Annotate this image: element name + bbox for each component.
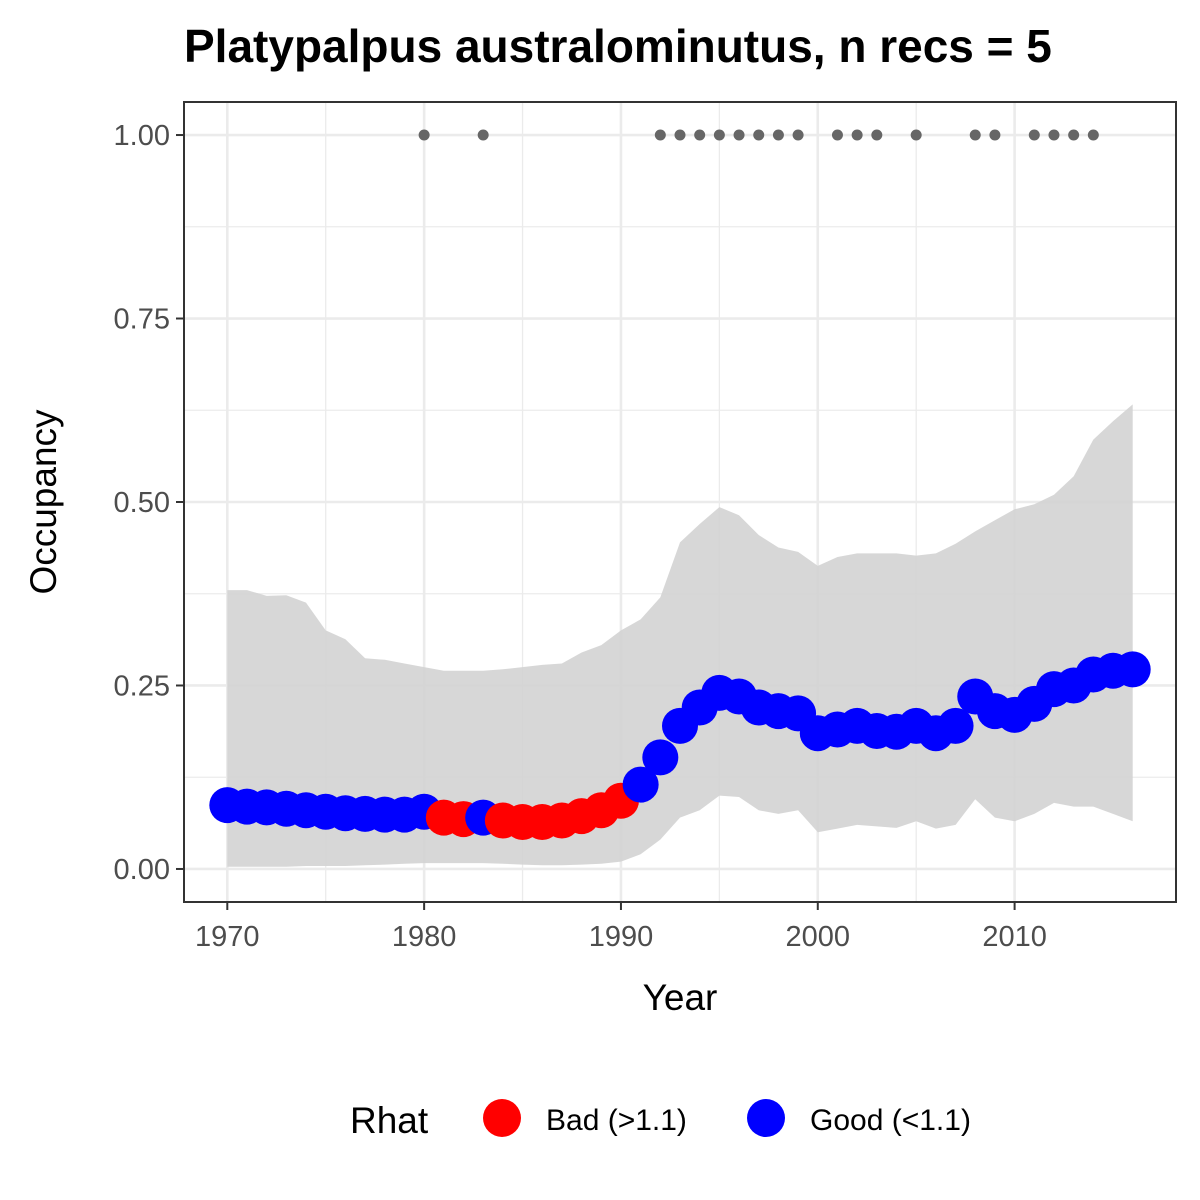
x-tick-label: 2010	[982, 921, 1047, 953]
legend-key-good	[747, 1099, 785, 1137]
record-point	[831, 129, 843, 141]
record-point	[792, 129, 804, 141]
legend: Rhat Bad (>1.1) Good (<1.1)	[350, 1099, 971, 1141]
record-point	[674, 129, 686, 141]
record-point	[772, 129, 784, 141]
record-point	[1048, 129, 1060, 141]
record-point	[654, 129, 666, 141]
record-point	[753, 129, 765, 141]
record-point	[871, 129, 883, 141]
occupancy-point	[642, 739, 679, 776]
record-point	[694, 129, 706, 141]
record-points	[418, 129, 1099, 141]
occupancy-points	[209, 651, 1151, 840]
legend-label-bad: Bad (>1.1)	[546, 1104, 687, 1137]
y-axis-title: Occupancy	[23, 409, 64, 595]
occupancy-point	[937, 707, 974, 744]
record-point	[733, 129, 745, 141]
y-tick-label: 0.00	[114, 854, 170, 886]
occupancy-point	[622, 766, 659, 803]
legend-key-bad	[483, 1099, 521, 1137]
record-point	[1068, 129, 1080, 141]
x-tick-label: 1970	[195, 921, 260, 953]
y-tick-label: 0.50	[114, 487, 170, 519]
y-tick-label: 1.00	[114, 120, 170, 152]
record-point	[1087, 129, 1099, 141]
record-point	[1028, 129, 1040, 141]
legend-title: Rhat	[350, 1100, 429, 1141]
legend-label-good: Good (<1.1)	[810, 1104, 971, 1137]
ribbon-area	[227, 404, 1133, 867]
record-point	[969, 129, 981, 141]
x-tick-label: 1980	[392, 921, 457, 953]
x-axis-title: Year	[643, 977, 718, 1018]
chart-title: Platypalpus australominutus, n recs = 5	[184, 20, 1052, 72]
record-point	[851, 129, 863, 141]
occupancy-point	[1114, 651, 1151, 688]
record-point	[418, 129, 430, 141]
record-point	[989, 129, 1001, 141]
axes: 1970 1980 1990 2000 2010 0.00 0.25 0.50 0.75 1.00	[114, 120, 1047, 953]
y-tick-label: 0.75	[114, 304, 170, 336]
record-point	[713, 129, 725, 141]
record-point	[477, 129, 489, 141]
x-tick-label: 2000	[786, 921, 851, 953]
confidence-ribbon	[227, 404, 1133, 867]
x-tick-label: 1990	[589, 921, 654, 953]
y-tick-label: 0.25	[114, 670, 170, 702]
record-point	[910, 129, 922, 141]
